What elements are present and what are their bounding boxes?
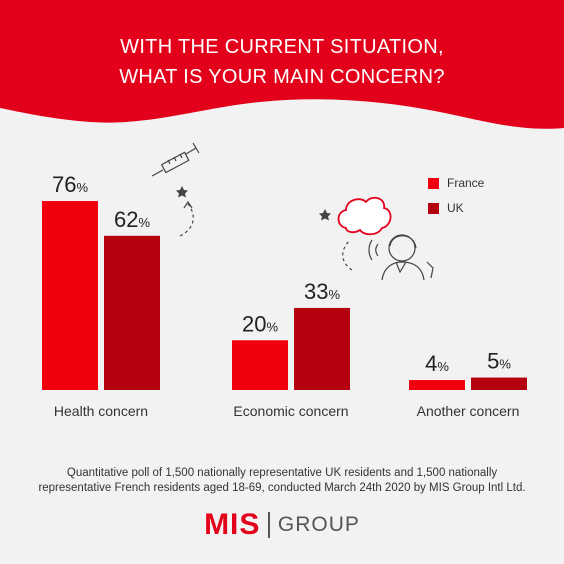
bars-layer: 76% 62% Health concern 20% 33% Economic conce… — [42, 172, 527, 419]
logo-mis-text: MIS — [204, 508, 261, 541]
data-label-france-3: 4% — [425, 351, 449, 376]
header-wave — [0, 0, 564, 129]
data-label-uk-2: 33% — [304, 279, 340, 304]
bar-france-2 — [232, 340, 288, 390]
bar-uk-1 — [104, 235, 160, 390]
company-logo: MIS GROUP — [0, 508, 564, 542]
category-label-1: Health concern — [54, 403, 148, 419]
dashed-arrow-icon — [342, 239, 353, 271]
legend-swatch-uk — [428, 202, 439, 214]
bar-france-3 — [409, 380, 465, 390]
arrow-head-icon — [183, 200, 193, 209]
legend-label-uk: UK — [447, 201, 464, 215]
footnote-line-1: Quantitative poll of 1,500 nationally re… — [66, 467, 498, 479]
category-label-3: Another concern — [417, 403, 520, 419]
dashed-arrow-icon — [179, 203, 194, 237]
data-label-uk-1: 62% — [114, 207, 150, 232]
star-icon — [176, 186, 188, 198]
legend-label-france: France — [447, 176, 485, 190]
data-label-uk-3: 5% — [487, 349, 511, 374]
data-label-france-2: 20% — [242, 311, 278, 336]
bar-france-1 — [42, 201, 98, 390]
page-title-line-2: WHAT IS YOUR MAIN CONCERN? — [119, 66, 445, 88]
page-title-line-1: WITH THE CURRENT SITUATION, — [120, 36, 444, 58]
syringe-icon — [151, 142, 200, 177]
star-icon — [319, 209, 331, 221]
footnote-line-2: representative French residents aged 18-… — [38, 482, 526, 494]
bar-uk-2 — [294, 307, 350, 390]
header-banner — [0, 0, 564, 129]
logo-divider — [268, 512, 270, 538]
legend-swatch-france — [428, 177, 439, 189]
thought-cloud-icon — [337, 196, 392, 236]
legend-item-uk: UK — [428, 201, 464, 215]
bar-uk-3 — [471, 377, 527, 390]
worried-person-icon — [368, 234, 434, 281]
legend-item-france: France — [428, 176, 484, 190]
logo-group-text: GROUP — [277, 513, 360, 536]
category-label-2: Economic concern — [233, 403, 348, 419]
data-label-france-1: 76% — [52, 172, 88, 197]
